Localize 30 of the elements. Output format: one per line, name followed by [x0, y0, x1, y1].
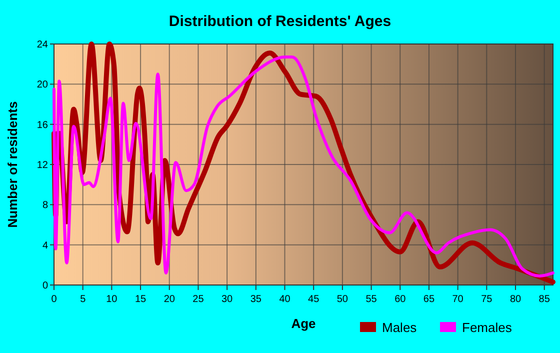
x-tick-label: 65	[423, 294, 435, 305]
y-tick-label: 20	[36, 80, 48, 91]
y-axis-title: Number of residents	[5, 101, 20, 228]
legend-label: Males	[382, 320, 418, 335]
x-tick-label: 85	[538, 294, 550, 305]
x-tick-label: 40	[279, 294, 291, 305]
chart-title: Distribution of Residents' Ages	[168, 13, 392, 30]
x-tick-label: 0	[51, 294, 58, 305]
x-tick-label: 30	[222, 294, 234, 305]
x-tick-label: 60	[394, 294, 406, 305]
y-tick-label: 0	[42, 280, 48, 292]
y-tick-label: 24	[36, 40, 48, 50]
x-tick-label: 25	[192, 294, 204, 305]
x-tick-label: 50	[336, 294, 348, 305]
x-tick-label: 15	[134, 294, 147, 305]
x-tick-label: 45	[308, 294, 320, 305]
x-axis-title: Age	[291, 316, 316, 331]
y-tick-label: 8	[42, 200, 48, 212]
y-tick-label: 16	[36, 120, 48, 131]
y-tick-label: 12	[36, 160, 48, 171]
x-tick-label: 70	[452, 294, 464, 305]
x-tick-label: 75	[481, 294, 493, 305]
x-tick-label: 35	[250, 294, 262, 305]
x-tick-label: 55	[366, 294, 378, 305]
x-tick-label: 80	[510, 294, 522, 305]
y-tick-label: 4	[42, 240, 48, 252]
legend-label: Females	[462, 320, 512, 335]
x-tick-label: 5	[80, 294, 86, 305]
x-tick-label: 20	[164, 294, 176, 305]
x-tick-label: 10	[106, 294, 118, 305]
